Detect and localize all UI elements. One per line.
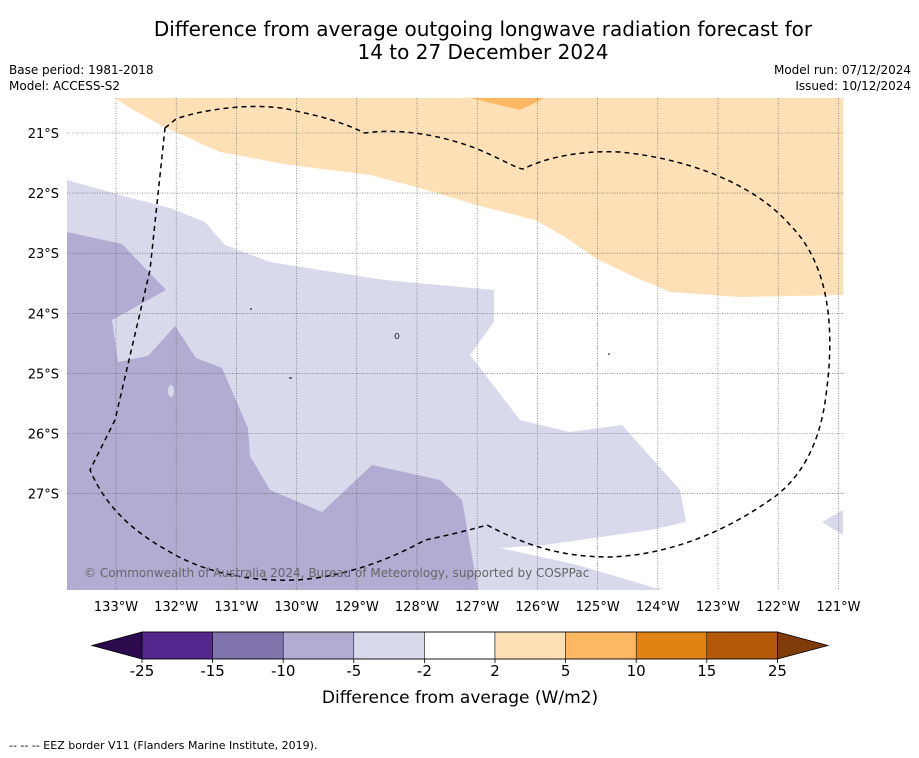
weak-negative-anomaly-patch: [822, 510, 843, 535]
colorbar-label: Difference from average (W/m2): [322, 688, 598, 708]
latitude-label: 22°S: [28, 187, 59, 202]
issued-date: Issued: 10/12/2024: [795, 79, 911, 93]
longitude-label: 123°W: [696, 600, 740, 615]
latitude-label: 25°S: [28, 367, 59, 382]
map-plot-area: [67, 98, 843, 590]
base-period: Base period: 1981-2018: [9, 63, 154, 77]
colorbar-tick-label: -2: [417, 662, 432, 680]
title-line-2: 14 to 27 December 2024: [357, 40, 609, 64]
latitude-label: 24°S: [28, 307, 59, 322]
map-title: Difference from average outgoing longwav…: [0, 18, 919, 64]
meta-left: Base period: 1981-2018 Model: ACCESS-S2: [9, 62, 154, 94]
longitude-label: 133°W: [94, 600, 138, 615]
graticule: [67, 98, 843, 590]
longitude-label: 122°W: [756, 600, 800, 615]
longitude-label: 124°W: [636, 600, 680, 615]
latitude-label: 27°S: [28, 488, 59, 503]
longitude-label: 131°W: [214, 600, 258, 615]
title-line-1: Difference from average outgoing longwav…: [153, 17, 813, 41]
colorbar-tick-label: -25: [130, 662, 155, 680]
model-name: Model: ACCESS-S2: [9, 79, 121, 93]
latitude-labels: 21°S 22°S 23°S 24°S 25°S 26°S 27°S: [28, 127, 59, 503]
forecast-map: © Commonwealth of Australia 2024, Bureau…: [28, 98, 861, 708]
copyright-notice: © Commonwealth of Australia 2024, Bureau…: [84, 566, 589, 580]
colorbar-tick-label: 25: [768, 662, 787, 680]
white-hole: [168, 385, 174, 397]
model-run: Model run: 07/12/2024: [773, 63, 911, 77]
longitude-label: 126°W: [515, 600, 559, 615]
colorbar-bin: [141, 631, 213, 660]
longitude-label: 125°W: [576, 600, 620, 615]
colorbar-tick-label: -5: [346, 662, 361, 680]
island-speck-2: [394, 333, 400, 339]
latitude-label: 23°S: [28, 247, 59, 262]
colorbar-bin: [282, 631, 355, 660]
longitude-labels: 133°W 132°W 131°W 130°W 129°W 128°W 127°W 126°W…: [94, 600, 861, 615]
colorbar-bin: [353, 631, 425, 660]
longitude-label: 128°W: [395, 600, 439, 615]
colorbar-outline: [141, 631, 778, 660]
positive-anomaly-region: [115, 98, 843, 297]
strong-positive-anomaly-region: [470, 98, 545, 110]
longitude-label: 130°W: [275, 600, 319, 615]
eez-legend-note: -- -- -- EEZ border V11 (Flanders Marine…: [9, 739, 318, 752]
longitude-label: 121°W: [816, 600, 860, 615]
colorbar-tick-label: 10: [627, 662, 646, 680]
colorbar-tick-label: 5: [561, 662, 571, 680]
latitude-label: 26°S: [28, 428, 59, 443]
colorbar-bin: [565, 631, 637, 660]
colorbar-tick-label: 2: [490, 662, 500, 680]
colorbar-bin: [494, 631, 566, 660]
longitude-label: 129°W: [335, 600, 379, 615]
colorbar-bin: [635, 631, 708, 660]
colorbar-tick-label: 15: [697, 662, 716, 680]
longitude-label: 127°W: [455, 600, 499, 615]
latitude-label: 21°S: [28, 127, 59, 142]
colorbar-over-arrow: [777, 631, 830, 660]
colorbar-bin: [424, 631, 496, 660]
colorbar: -25 -15 -10 -5 -2 2 5 10 15 25: [90, 631, 830, 680]
colorbar-bin: [212, 631, 284, 660]
moderate-negative-anomaly-region: [67, 232, 478, 590]
longitude-label: 132°W: [154, 600, 198, 615]
colorbar-under-arrow: [90, 631, 143, 660]
colorbar-tick-label: -15: [200, 662, 225, 680]
meta-right: Model run: 07/12/2024 Issued: 10/12/2024: [774, 62, 911, 94]
colorbar-tick-label: -10: [271, 662, 296, 680]
colorbar-bin: [706, 631, 778, 660]
